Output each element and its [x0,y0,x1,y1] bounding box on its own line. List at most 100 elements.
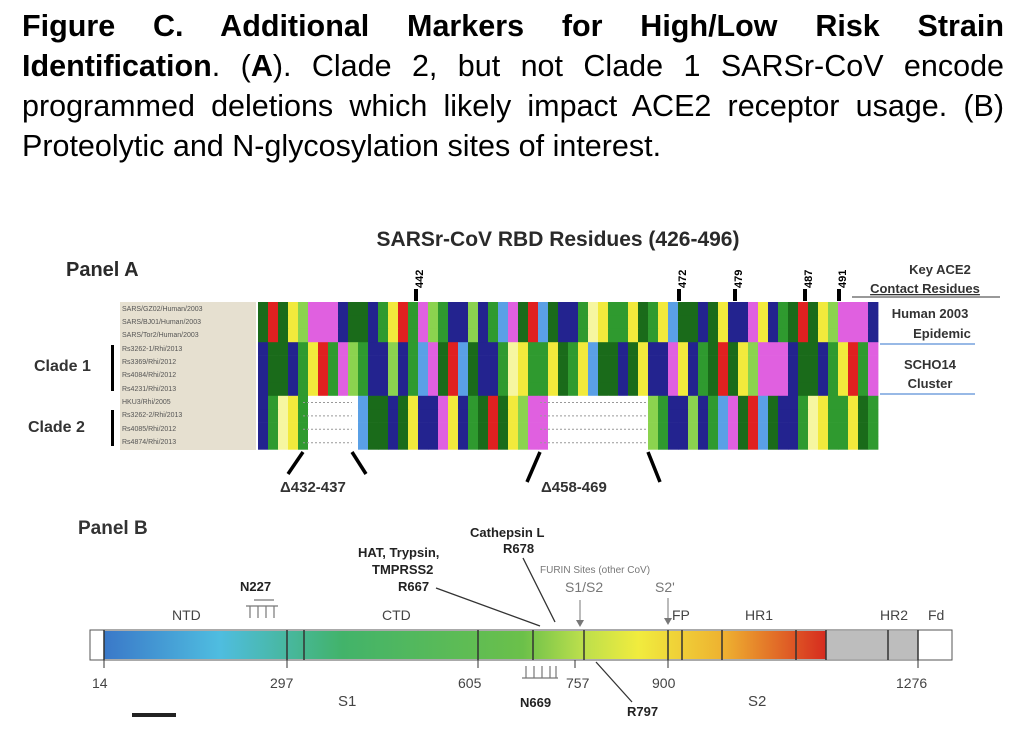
alignment-cell [628,369,639,383]
alignment-cell [508,436,519,450]
alignment-cell [288,302,299,316]
alignment-cell [538,422,549,437]
alignment-cell [528,436,539,450]
sequence-name: SARS/Tor2/Human/2003 [122,332,199,339]
residue-487: 487 [803,270,815,288]
domain-ctd: CTD [382,607,411,623]
alignment-cell [528,395,539,410]
alignment-cell [768,422,779,437]
alignment-cell [358,369,369,383]
alignment-cell [498,342,509,356]
alignment-cell [528,369,539,383]
s1s2-arrowhead [576,620,584,627]
alignment-cell [648,382,659,397]
alignment-cell [358,342,369,356]
alignment-cell [258,328,269,343]
sequence-name: Rs4231/Rhi/2013 [122,386,176,393]
alignment-cell [308,302,319,316]
alignment-cell [518,436,529,450]
alignment-cell [748,395,759,410]
alignment-cell [388,342,399,356]
alignment-cell [808,342,819,356]
alignment-cell [838,315,849,330]
domain-ntd: NTD [172,607,201,623]
alignment-cell [718,409,729,423]
alignment-cell [398,409,409,423]
alignment-cell [518,409,529,423]
alignment-cell [488,382,499,397]
alignment-cell [268,342,279,356]
alignment-cell [738,328,749,343]
alignment-cell [488,369,499,383]
alignment-cell [258,355,269,370]
alignment-gap-cell [618,395,629,410]
alignment-cell [808,436,819,450]
alignment-cell [418,409,429,423]
alignment-cell [748,369,759,383]
alignment-grid [258,302,879,450]
alignment-gap-cell [598,409,609,423]
alignment-cell [338,342,349,356]
alignment-cell [348,355,359,370]
alignment-cell [488,355,499,370]
alignment-cell [818,328,829,343]
alignment-gap-cell [328,395,339,410]
alignment-cell [538,315,549,330]
alignment-cell [378,382,389,397]
alignment-cell [498,409,509,423]
alignment-cell [858,302,869,316]
alignment-cell [478,436,489,450]
alignment-cell [698,369,709,383]
alignment-cell [358,382,369,397]
alignment-cell [278,436,289,450]
alignment-cell [278,328,289,343]
alignment-cell [368,342,379,356]
alignment-cell [838,355,849,370]
alignment-cell [308,382,319,397]
alignment-cell [778,355,789,370]
alignment-cell [398,342,409,356]
alignment-cell [618,328,629,343]
alignment-cell [518,328,529,343]
alignment-cell [438,355,449,370]
alignment-cell [448,409,459,423]
alignment-cell [738,315,749,330]
alignment-cell [398,369,409,383]
alignment-cell [668,342,679,356]
alignment-cell [298,342,309,356]
alignment-cell [378,315,389,330]
alignment-cell [508,369,519,383]
alignment-cell [788,422,799,437]
alignment-cell [528,342,539,356]
alignment-cell [498,422,509,437]
alignment-cell [488,302,499,316]
cathepsin-arrow [522,557,556,623]
alignment-cell [808,382,819,397]
deletion2-right-bar [646,451,662,483]
alignment-cell [708,315,719,330]
alignment-cell [338,355,349,370]
alignment-cell [788,328,799,343]
alignment-cell [768,315,779,330]
alignment-cell [778,328,789,343]
alignment-cell [628,315,639,330]
alignment-gap-cell [618,436,629,450]
s2prime-label: S2' [655,579,675,595]
alignment-cell [798,369,809,383]
alignment-cell [438,328,449,343]
alignment-cell [858,369,869,383]
alignment-cell [348,328,359,343]
alignment-cell [348,369,359,383]
alignment-cell [858,382,869,397]
alignment-cell [678,342,689,356]
alignment-cell [588,315,599,330]
legend-scho-line1: SCHO14 [904,357,957,372]
alignment-cell [418,369,429,383]
alignment-cell [408,355,419,370]
alignment-cell [648,409,659,423]
alignment-gap-cell [558,422,569,437]
alignment-cell [568,328,579,343]
alignment-cell [468,355,479,370]
alignment-cell [828,302,839,316]
alignment-cell [438,315,449,330]
